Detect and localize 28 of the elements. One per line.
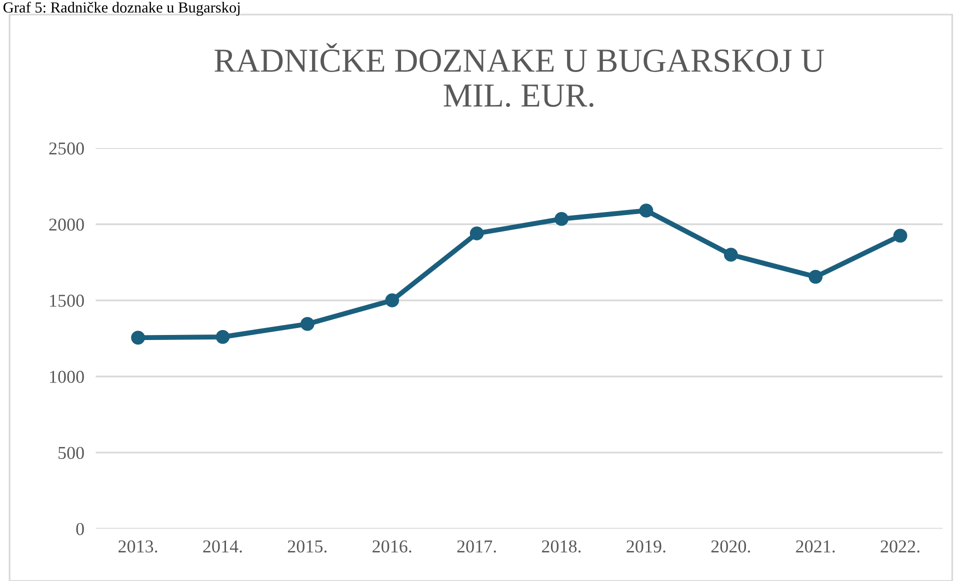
point <box>554 212 568 226</box>
point <box>131 330 145 345</box>
text: Graf 5: Radničke doznake u Bugarskoj <box>4 2 240 16</box>
x-tick-label: 2022. <box>880 540 920 553</box>
x-tick-label: 2016. <box>372 540 412 553</box>
x-tick-label: 2013. <box>118 540 158 553</box>
y-tick-label: 2500 <box>49 142 84 155</box>
y-tick-label: 1000 <box>50 370 84 383</box>
x-tick-label: 2019. <box>626 540 666 553</box>
x-tick-label: 2017. <box>457 540 496 553</box>
point <box>893 228 908 243</box>
point <box>639 204 654 218</box>
chart-title: RADNIČKE DOZNAKE U BUGARSKOJ U MIL. EUR. <box>214 43 824 107</box>
point <box>808 270 823 284</box>
x-tick-label: 2018. <box>542 540 581 553</box>
point <box>724 248 738 262</box>
y-tick-label: 0 <box>76 522 84 536</box>
point <box>300 317 314 331</box>
x-tick-label: 2020. <box>711 540 750 553</box>
point <box>470 226 484 240</box>
x-tick-label: 2021. <box>796 540 835 553</box>
y-tick-label: 500 <box>58 446 84 460</box>
point <box>385 293 400 308</box>
y-tick-label: 2000 <box>49 218 84 231</box>
point <box>216 330 230 344</box>
y-tick-label: 1500 <box>50 294 84 307</box>
x-tick-label: 2015. <box>288 540 327 553</box>
x-tick-label: 2014. <box>203 540 242 553</box>
